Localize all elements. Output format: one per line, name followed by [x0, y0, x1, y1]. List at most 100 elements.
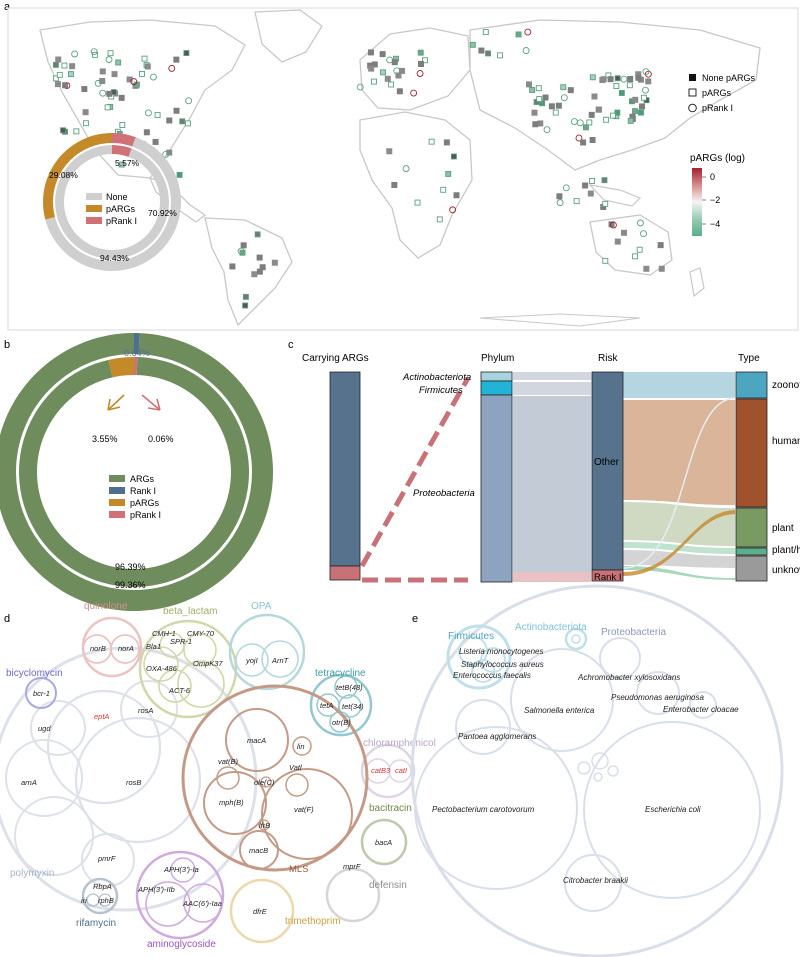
donut-a-label-prank: 5.57% [115, 158, 140, 168]
map-marker-25 [168, 64, 176, 72]
gene-aac6iaa: AAC(6')-Iaa [182, 899, 222, 908]
map-marker-10 [99, 78, 106, 85]
map-marker-26 [55, 56, 62, 63]
gene-aph3iib: APH(3')-IIb [137, 885, 175, 894]
map-marker-8 [73, 128, 80, 135]
map-marker-125 [580, 139, 587, 146]
map-marker-55 [118, 161, 125, 168]
map-marker-68 [256, 254, 263, 261]
donut-b-inner-pargs-arc [108, 357, 134, 378]
map-marker-58 [152, 138, 159, 145]
species-achromobacter: Achromobacter xylosoxidans [577, 673, 680, 682]
donut-b-label-inner-args: 96.39% [115, 562, 146, 572]
map-marker-149 [603, 116, 610, 123]
gene-norA: norA [118, 644, 134, 653]
gene-iri: iri [81, 896, 87, 905]
map-marker-109 [436, 216, 443, 223]
map-marker-153 [645, 78, 652, 85]
map-marker-100 [449, 206, 457, 214]
map-marker-76 [259, 264, 266, 271]
bubble-args: quinolone beta_lactam OPA bicyclomycin t… [0, 601, 436, 950]
map-marker-103 [440, 186, 447, 193]
gene-vatl: Vatl [289, 763, 302, 772]
map-marker-158 [609, 112, 616, 119]
gene-rosB: rosB [126, 778, 141, 787]
map-marker-21 [183, 50, 190, 57]
group-tetracycline: tetracycline [315, 668, 366, 679]
map-marker-128 [536, 96, 543, 102]
label-type-human: human [772, 436, 800, 447]
donut-b-legend-pargs-swatch [109, 499, 125, 506]
label-firmicutes: Firmicutes [419, 385, 463, 396]
node-risk-rank1 [591, 569, 624, 582]
map-marker-150 [629, 113, 636, 120]
map-marker-49 [54, 81, 61, 88]
map-marker-131 [560, 84, 567, 91]
gene-mphB: mph(B) [219, 798, 244, 807]
map-marker-199 [524, 28, 532, 36]
gene-vatF: vat(F) [294, 805, 314, 814]
donut-a: 5.57% 29.08% 70.92% 94.43% None pARGs pR… [43, 133, 182, 271]
node-carrying-rank1 [329, 565, 361, 581]
map-marker-85 [379, 51, 386, 58]
map-marker-70 [271, 259, 278, 266]
donut-b-rank1-arc [134, 333, 140, 356]
map-marker-193 [478, 47, 485, 54]
map-marker-38 [105, 56, 113, 64]
group-bacitracin: bacitracin [369, 803, 412, 814]
map-marker-173 [632, 253, 639, 260]
map-marker-164 [642, 86, 649, 94]
map-marker-185 [587, 190, 594, 197]
map-marker-145 [627, 75, 634, 82]
donut-a-legend-prank-swatch [86, 217, 102, 224]
species-enterobacter: Enterobacter cloacae [663, 705, 739, 714]
map-marker-191 [573, 198, 580, 205]
map-marker-48 [90, 48, 98, 56]
group-beta-lactam: beta_lactam [163, 606, 217, 617]
gene-rosA: rosA [138, 706, 153, 715]
legend-none-pargs: None pARGs [702, 73, 756, 83]
map-marker-112 [567, 87, 574, 94]
map-marker-160 [632, 108, 638, 115]
map-marker-27 [166, 117, 173, 124]
sankey-col-phylum: Phylum [481, 353, 514, 364]
map-marker-179 [636, 219, 644, 227]
map-marker-194 [485, 50, 492, 57]
group-mls: MLS [289, 864, 309, 875]
map-marker-118 [537, 120, 544, 127]
map-marker-45 [173, 107, 180, 114]
node-type-plant-human [735, 547, 768, 556]
group-aminoglycoside: aminoglycoside [147, 939, 216, 950]
colorbar-tick-m4: −4 [710, 219, 720, 229]
map-marker-79 [410, 89, 418, 97]
map-marker-41 [144, 109, 152, 117]
donut-b-label-rank1: 0.64% [124, 348, 150, 358]
group-defensin: defensin [369, 880, 407, 891]
map-marker-135 [576, 119, 584, 127]
gene-tetA: tetA [320, 701, 333, 710]
label-type-unknown: unknown [772, 565, 800, 576]
gene-cmh1: CMH-1 [152, 629, 176, 638]
gene-oleC: ole(C) [254, 778, 275, 787]
gene-bcr1: bcr-1 [33, 689, 50, 698]
map-marker-78 [367, 49, 374, 56]
gene-vatB: vat(B) [218, 757, 239, 766]
group-rifamycin: rifamycin [76, 918, 116, 929]
map-marker-157 [635, 71, 642, 78]
gene-ugd: ugd [38, 724, 51, 733]
donut-b-legend-prank: pRank I [130, 510, 161, 520]
map-marker-138 [589, 74, 596, 81]
species-pantoea: Pantoea agglomerans [458, 732, 536, 741]
map-marker-32 [107, 50, 114, 57]
gene-rphB: rphB [98, 896, 114, 905]
map-marker-101 [402, 165, 410, 173]
map-marker-29 [99, 68, 106, 75]
map-marker-62 [162, 150, 170, 158]
map-marker-151 [644, 70, 652, 78]
map-marker-184 [582, 182, 589, 189]
colorbar-tick-m2: −2 [710, 195, 720, 205]
map-marker-30 [69, 63, 76, 70]
map-marker-147 [607, 76, 614, 83]
group-chloramphenicol: chloramphenicol [363, 738, 436, 749]
map-marker-50 [82, 109, 89, 116]
